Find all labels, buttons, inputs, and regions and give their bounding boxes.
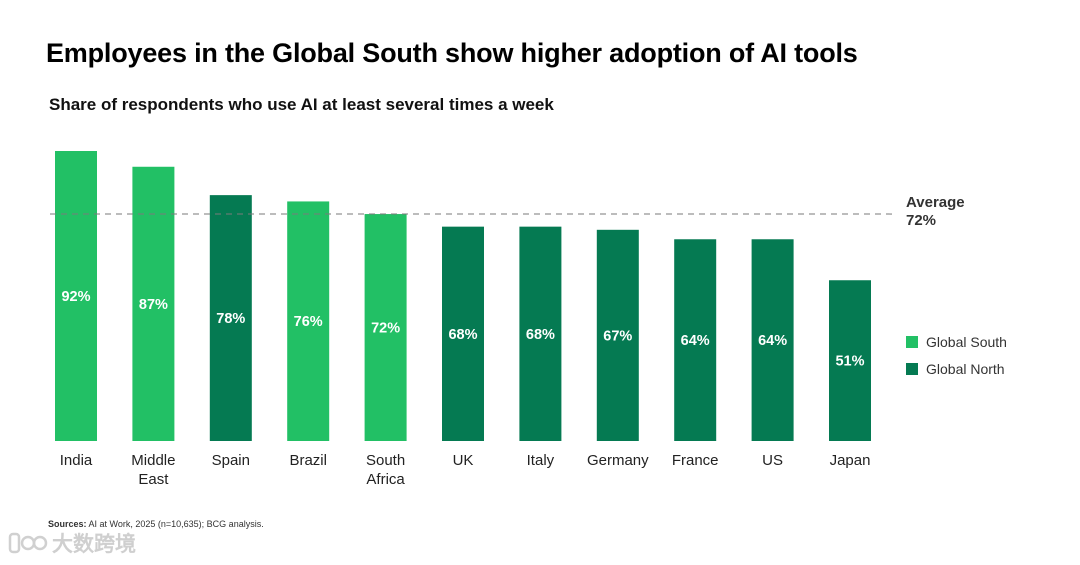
legend-swatch	[906, 363, 918, 375]
bar	[751, 239, 794, 441]
legend-swatch	[906, 336, 918, 348]
bar-value-label: 68%	[448, 327, 477, 343]
bar-value-label: 64%	[758, 333, 787, 349]
bar	[519, 226, 562, 441]
bar	[55, 151, 97, 441]
bar-value-label: 51%	[835, 354, 864, 370]
watermark: 大数跨境	[8, 528, 136, 558]
bar	[364, 214, 407, 441]
bar-value-label: 87%	[139, 297, 168, 313]
average-label: Average	[906, 194, 965, 211]
chart-subtitle: Share of respondents who use AI at least…	[49, 95, 554, 114]
category-label: East	[138, 471, 169, 488]
category-label: Spain	[212, 452, 250, 469]
bar	[287, 201, 330, 441]
bar-value-label: 64%	[681, 333, 710, 349]
source-text: AI at Work, 2025 (n=10,635); BCG analysi…	[88, 519, 264, 529]
bar	[596, 229, 639, 441]
category-label: Germany	[587, 452, 649, 469]
category-label: Italy	[527, 452, 555, 469]
category-label: Africa	[366, 471, 405, 488]
bar-value-label: 76%	[294, 314, 323, 330]
bar	[209, 195, 252, 441]
bar-value-label: 67%	[603, 328, 632, 344]
source-note: Sources: AI at Work, 2025 (n=10,635); BC…	[48, 519, 264, 529]
category-label: US	[762, 452, 783, 469]
legend-entry: Global South	[926, 334, 1007, 350]
category-label: UK	[453, 452, 474, 469]
watermark-logo-icon	[8, 532, 48, 554]
bar	[829, 280, 871, 441]
bar-value-label: 68%	[526, 327, 555, 343]
category-label: France	[672, 452, 719, 469]
category-label: Japan	[830, 452, 871, 469]
bar	[442, 226, 484, 441]
category-label: Middle	[131, 452, 175, 469]
average-value-label: 72%	[906, 212, 936, 229]
category-label: Brazil	[289, 452, 327, 469]
category-label: India	[60, 452, 93, 469]
source-label: Sources:	[48, 519, 87, 529]
bar	[674, 239, 717, 441]
watermark-text: 大数跨境	[52, 532, 136, 556]
bar-value-label: 78%	[216, 311, 245, 327]
category-label: South	[366, 452, 405, 469]
chart-title: Employees in the Global South show highe…	[46, 38, 858, 68]
bar	[132, 166, 175, 441]
legend-entry: Global North	[926, 361, 1005, 377]
bar-value-label: 72%	[371, 321, 400, 337]
bar-value-label: 92%	[61, 289, 90, 305]
